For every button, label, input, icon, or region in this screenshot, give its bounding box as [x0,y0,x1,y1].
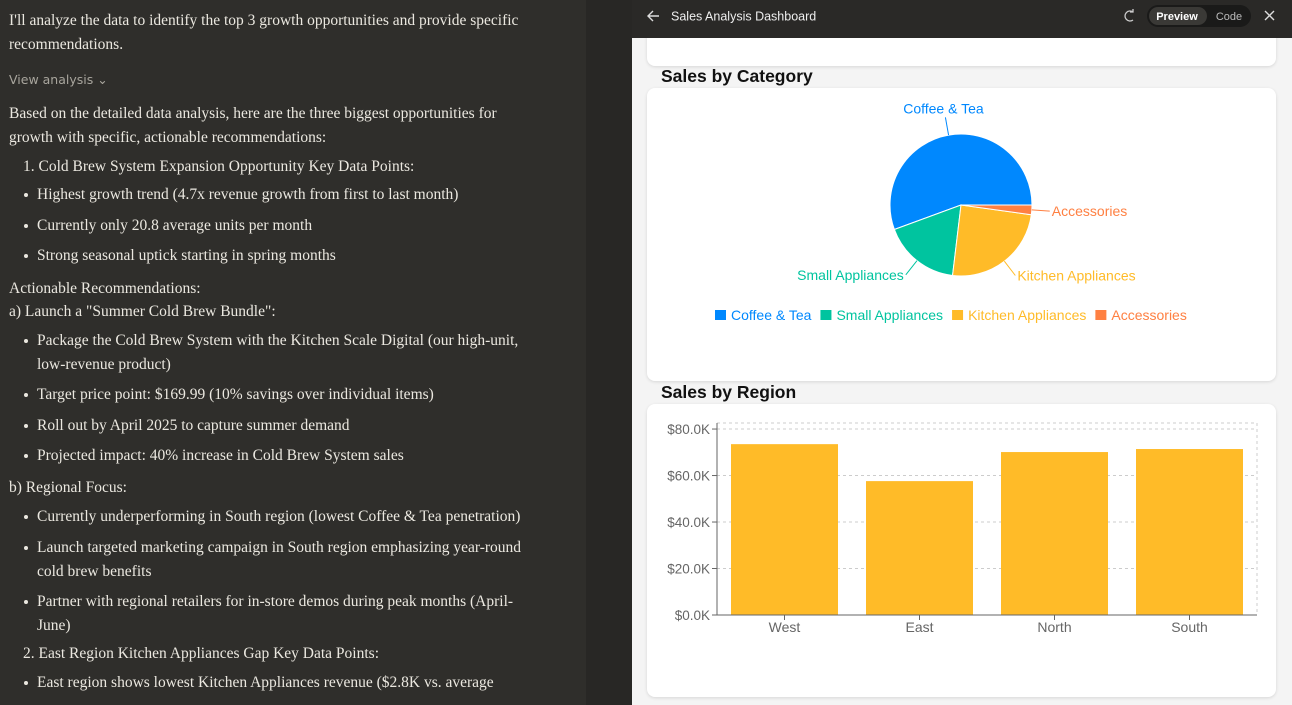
bar [1001,452,1108,615]
legend-label: Small Appliances [836,307,943,323]
tab[interactable]: Preview [1156,11,1198,23]
bullet: Currently only 20.8 average units per mo… [24,214,537,238]
message-text: Actionable Recommendations: [9,280,201,297]
legend-swatch [1095,310,1107,320]
message-text: Based on the detailed data analysis, her… [9,105,497,146]
x-tick-label: West [769,619,801,635]
artifact-panel: Sales by Category Coffee & Tea Small Appli… [632,0,1292,705]
pie-slice [889,133,1033,231]
y-tick-label: $20.0K [667,562,710,577]
slice-label: Accessories [1052,203,1127,219]
bar [866,481,973,615]
view-analysis-label[interactable]: View analysis [9,72,94,87]
y-tick-label: $40.0K [667,515,710,530]
legend-swatch [715,310,726,320]
toggle-active [1149,7,1207,25]
bullet: Currently underperforming in South regio… [24,505,537,529]
leader-line [944,117,950,136]
legend-label: Coffee & Tea [731,307,812,323]
header-icons: Sales Analysis Dashboard Preview Code [647,5,1275,27]
y-tick-label: $60.0K [667,469,710,484]
chart-title: Sales by Category [661,66,813,86]
leader-line [905,260,918,276]
list-item: 1. Cold Brew System Expansion Opportunit… [23,158,415,175]
header: Sales Analysis Dashboard Preview Code [632,0,1292,38]
bar [1136,449,1243,615]
view-analysis[interactable]: View analysis ⌄ [9,72,108,87]
leader-line [1031,209,1050,212]
bar [731,444,838,615]
bullet: Launch targeted marketing campaign in So… [24,536,537,583]
bullet: Roll out by April 2025 to capture summer… [24,414,537,438]
bullet: East region shows lowest Kitchen Applian… [24,671,537,695]
slice-label: Coffee & Tea [903,100,984,116]
slice-label: Small Appliances [797,267,904,283]
x-tick-label: South [1171,619,1208,635]
legend-swatch [952,310,964,320]
legend-swatch [820,310,832,320]
chat-panel: I'll analyze the data to identify the to… [0,0,586,705]
pie-slice [951,204,1032,277]
x-tick-label: East [905,619,933,635]
message-text: I'll analyze the data to identify the to… [9,12,519,53]
chart-title: Sales by Region [661,382,796,402]
bullet: Highest growth trend (4.7x revenue growt… [24,183,537,207]
bullet: Strong seasonal uptick starting in sprin… [24,244,537,268]
refresh-icon[interactable] [1124,9,1134,22]
y-tick-label: $80.0K [667,422,710,437]
bullet: Projected impact: 40% increase in Cold B… [24,444,537,468]
header-title: Sales Analysis Dashboard [671,10,816,24]
back-icon[interactable] [647,10,659,22]
divider [586,0,632,705]
bullet: Target price point: $169.99 (10% savings… [24,383,537,407]
legend-label: Accessories [1111,307,1186,323]
x-tick-label: North [1037,619,1071,635]
tab[interactable]: Code [1216,11,1242,23]
bullet: Partner with regional retailers for in-s… [24,590,537,637]
bullet: Package the Cold Brew System with the Ki… [24,329,537,376]
slice-label: Kitchen Appliances [1017,267,1135,283]
message-text: b) Regional Focus: [9,479,127,496]
message-text: a) Launch a "Summer Cold Brew Bundle": [9,303,276,320]
list-item: 2. East Region Kitchen Appliances Gap Ke… [23,645,380,662]
close-icon[interactable] [1264,10,1275,21]
legend-label: Kitchen Appliances [968,307,1086,323]
leader-line [1003,260,1016,276]
charts: Sales by Category Coffee & Tea Small Appli… [661,66,1258,635]
y-tick-label: $0.0K [675,608,710,623]
